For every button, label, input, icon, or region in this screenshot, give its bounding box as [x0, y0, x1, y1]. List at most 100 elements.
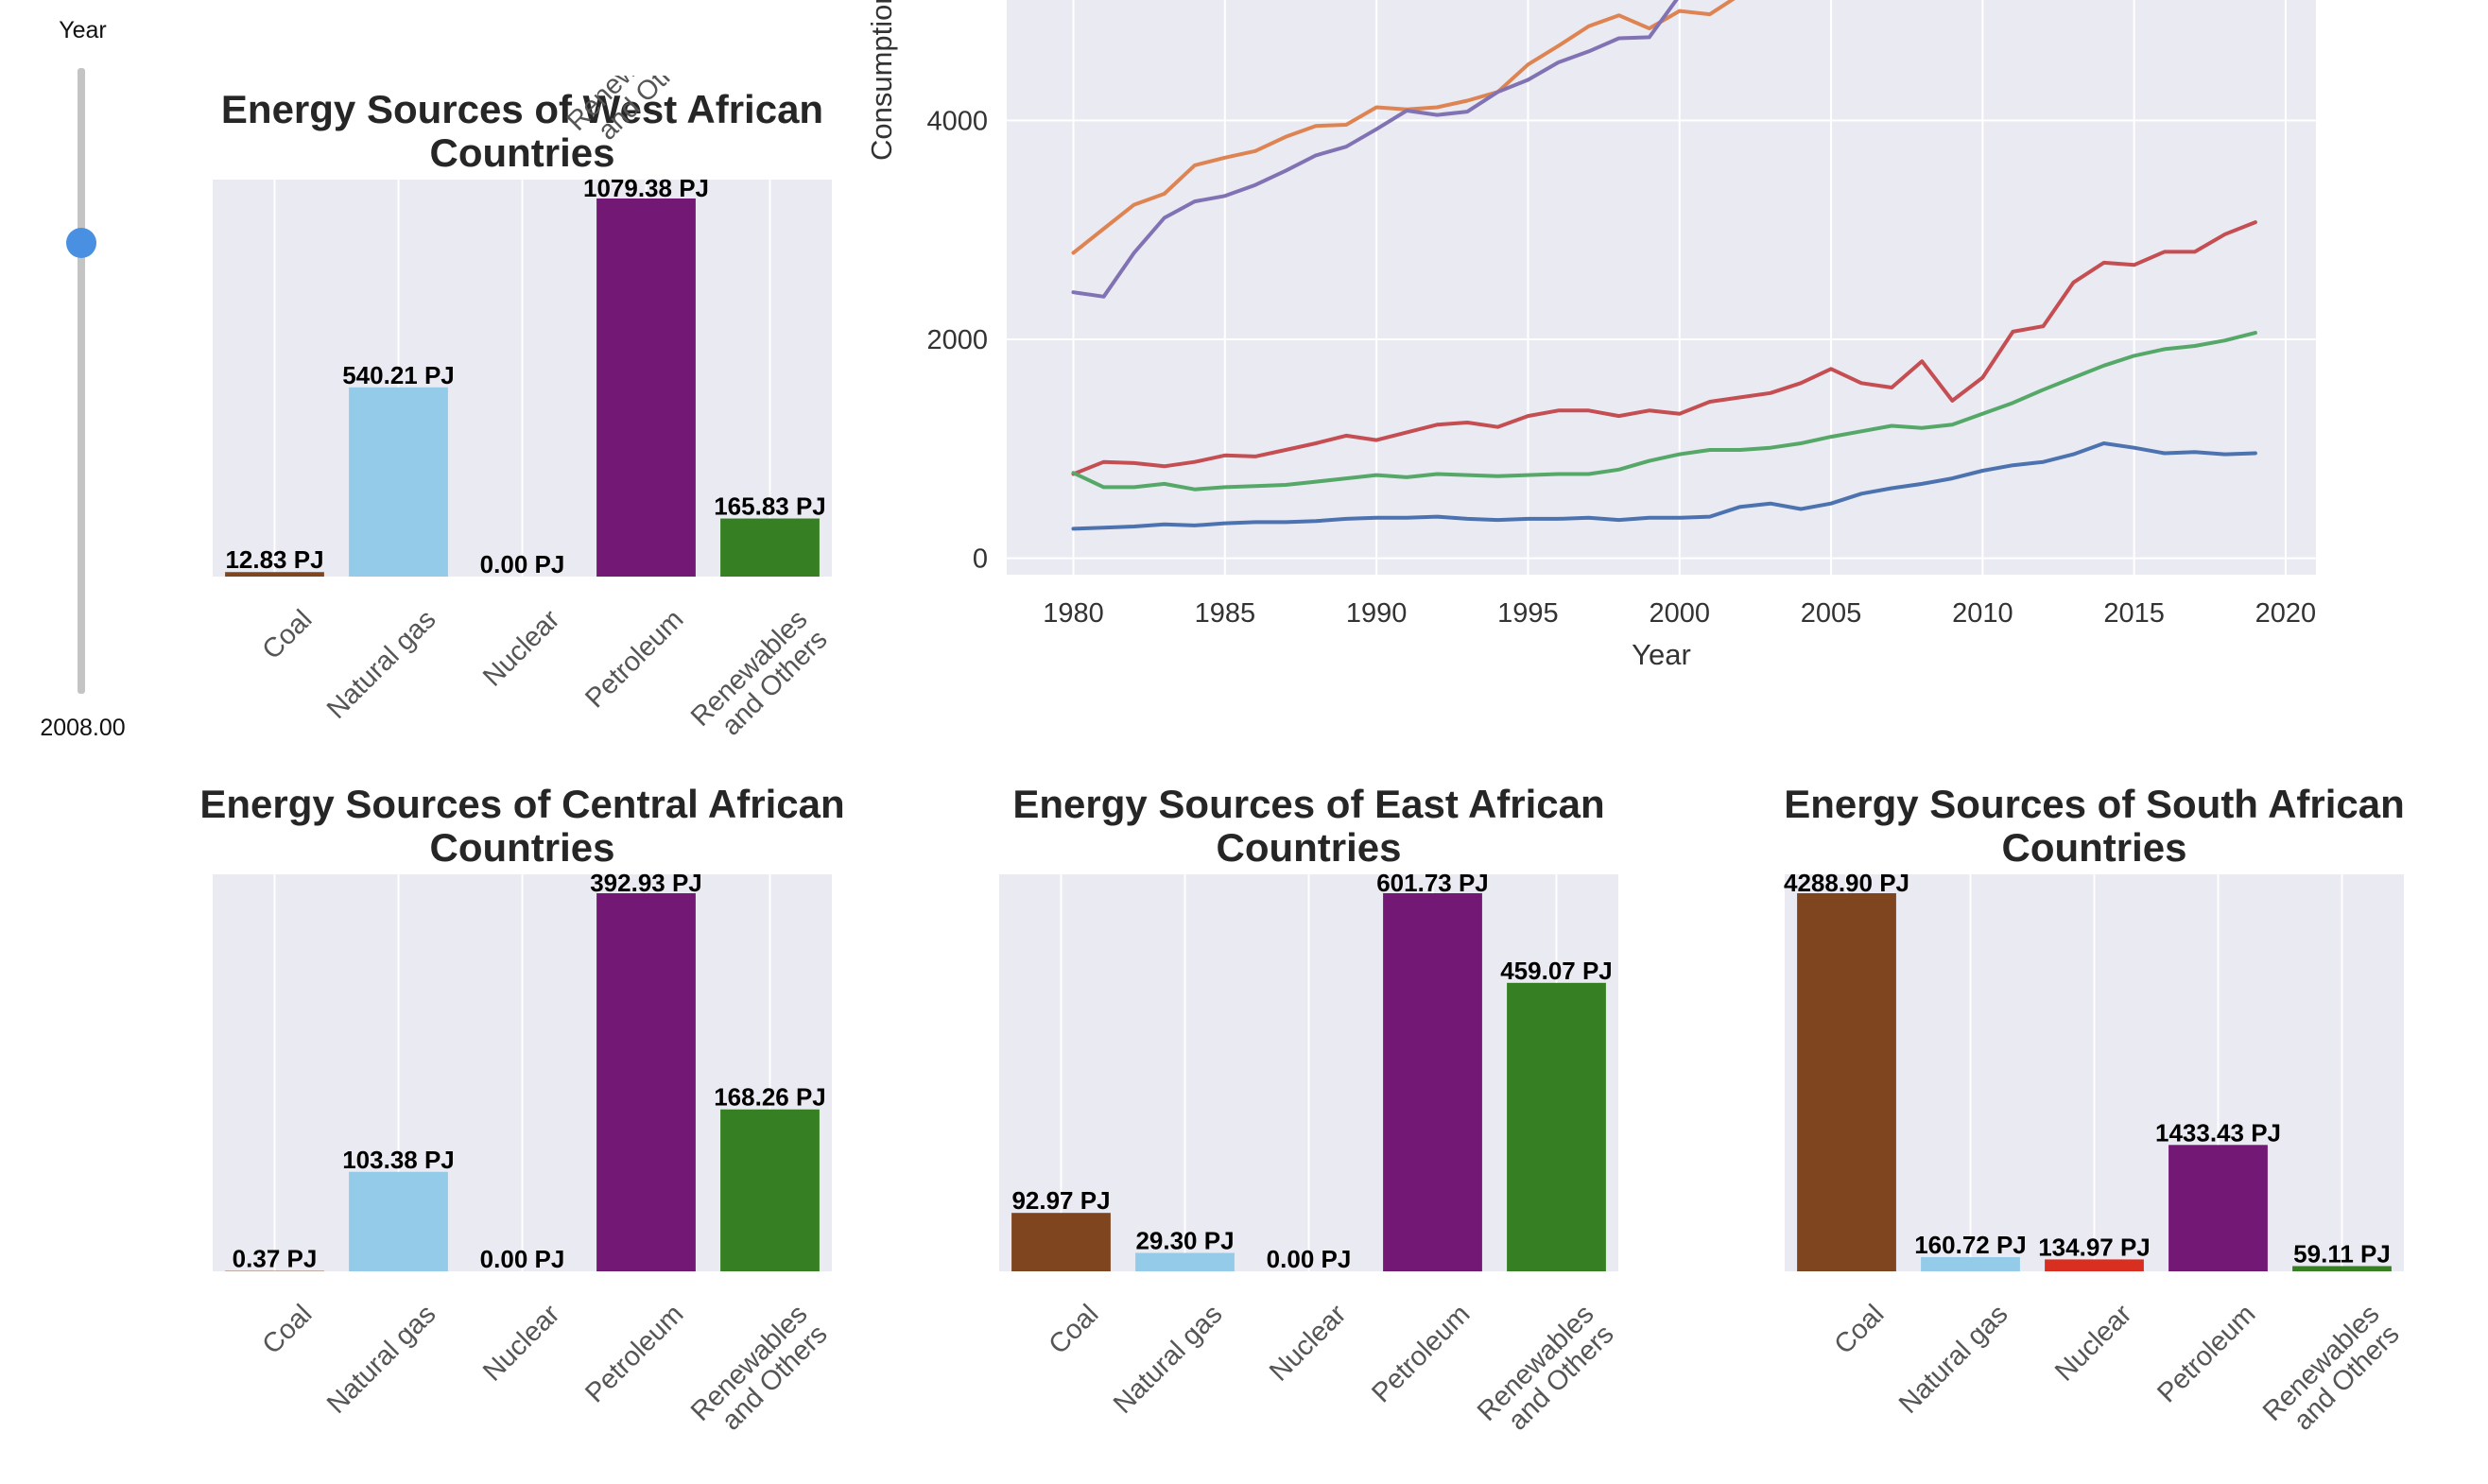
x-tick-label: Nuclear — [477, 604, 566, 693]
bar — [2045, 1259, 2144, 1271]
x-tick-label: Petroleum — [579, 604, 689, 714]
year-slider-handle[interactable] — [66, 228, 96, 259]
bar — [1507, 982, 1606, 1271]
bar-value-label: 12.83 PJ — [225, 545, 323, 574]
bar — [349, 1171, 448, 1271]
bar-value-label: 392.93 PJ — [590, 869, 702, 897]
bar — [2292, 1266, 2392, 1271]
bar-value-label: 29.30 PJ — [1135, 1227, 1234, 1255]
series-group — [1071, 0, 2257, 531]
bar-value-label: 0.00 PJ — [1267, 1245, 1352, 1273]
bar — [1797, 892, 1896, 1271]
y-tick-label: 0 — [973, 544, 988, 575]
x-tick-label: Coal — [1044, 1299, 1105, 1360]
x-tick-label: 2010 — [1952, 598, 2013, 629]
bar — [1921, 1257, 2020, 1271]
x-tick-label: Natural gas — [1893, 1299, 2014, 1420]
x-tick-label: 1985 — [1195, 598, 1256, 629]
chart-title: Countries — [429, 130, 614, 175]
x-tick-label-line: Coal — [257, 604, 319, 665]
bar — [596, 198, 696, 577]
x-tick-label-line: Coal — [1829, 1299, 1891, 1360]
series-line — [1071, 0, 1679, 299]
chart-title: Countries — [1216, 825, 1401, 870]
bar — [596, 893, 696, 1271]
year-slider-label: Year — [59, 17, 107, 43]
y-tick-label: 2000 — [926, 325, 988, 355]
x-tick-label: 2015 — [2103, 598, 2165, 629]
bar — [720, 518, 820, 577]
series-line — [1071, 220, 2257, 476]
bar-value-label: 540.21 PJ — [342, 361, 455, 389]
x-tick-label: Petroleum — [579, 1299, 689, 1408]
x-tick-label-line: Natural gas — [321, 604, 442, 725]
x-tick-label-line: Nuclear — [477, 604, 566, 693]
year-slider[interactable]: Year 2008.00 — [0, 0, 165, 775]
x-tick-label: 1980 — [1043, 598, 1104, 629]
bar-value-label: 160.72 PJ — [1914, 1231, 2027, 1259]
x-tick-label: Coal — [1829, 1299, 1891, 1360]
bar-value-label: 168.26 PJ — [714, 1083, 826, 1112]
x-tick-label-line: Petroleum — [2151, 1299, 2261, 1408]
series-line — [1071, 441, 2257, 531]
series-line — [1071, 331, 2257, 492]
bar-value-label: 4288.90 PJ — [1784, 869, 1909, 897]
bar — [1011, 1213, 1111, 1271]
bar-value-label: 103.38 PJ — [342, 1146, 455, 1174]
bar-value-label: 0.37 PJ — [233, 1245, 318, 1273]
x-tick-label: Nuclear — [1264, 1299, 1353, 1388]
x-tick-label-line: Natural gas — [1893, 1299, 2014, 1420]
chart-title: Energy Sources of Central African — [199, 782, 844, 826]
x-tick-label-line: Nuclear — [2049, 1299, 2138, 1388]
y-axis-label: Consumption — [865, 0, 898, 161]
x-tick-label-line: Coal — [1044, 1299, 1105, 1360]
consumption-line-chart: 1980 1985 1990 1995 2000 2005 2010 2015 2020 0 200… — [865, 0, 2317, 671]
x-tick-label-line: Petroleum — [1366, 1299, 1476, 1408]
bar — [720, 1109, 820, 1271]
year-slider-track[interactable] — [78, 68, 85, 694]
x-tick-label: Natural gas — [321, 604, 442, 725]
bar — [2168, 1145, 2268, 1271]
x-tick-label: Petroleum — [1366, 1299, 1476, 1408]
x-tick-label: Natural gas — [1108, 1299, 1229, 1420]
x-tick-label: Natural gas — [321, 1299, 442, 1420]
x-tick-label-line: Natural gas — [1108, 1299, 1229, 1420]
chart-title: Countries — [2001, 825, 2186, 870]
x-tick-label-line: Coal — [257, 1299, 319, 1360]
x-tick-label: Nuclear — [477, 1299, 566, 1388]
x-tick-label-line: Nuclear — [477, 1299, 566, 1388]
x-tick-label-line: Natural gas — [321, 1299, 442, 1420]
x-tick-label: Coal — [257, 604, 319, 665]
chart-title: Energy Sources of South African — [1784, 782, 2405, 826]
bar-value-label: 459.07 PJ — [1500, 957, 1613, 985]
x-tick-label: Coal — [257, 1299, 319, 1360]
x-tick-label: 2005 — [1801, 598, 1862, 629]
x-tick-label: Petroleum — [2151, 1299, 2261, 1408]
bar-value-label: 165.83 PJ — [714, 492, 826, 521]
bar — [349, 387, 448, 577]
bar-value-label: 1079.38 PJ — [583, 174, 709, 202]
x-tick-label: Nuclear — [2049, 1299, 2138, 1388]
x-tick-label: 2020 — [2255, 598, 2317, 629]
x-tick-label: 1995 — [1497, 598, 1559, 629]
central-africa-bar-chart: Energy Sources of Central AfricanCountri… — [199, 782, 844, 1437]
chart-title: Countries — [429, 825, 614, 870]
south-africa-bar-chart: Energy Sources of South AfricanCountries… — [1784, 782, 2406, 1437]
chart-title: Energy Sources of West African — [221, 87, 823, 131]
bar-value-label: 0.00 PJ — [480, 1245, 565, 1273]
year-slider-value: 2008.00 — [40, 715, 126, 741]
y-tick-label: 4000 — [926, 106, 988, 136]
bar — [225, 572, 324, 577]
west-africa-bar-chart: Energy Sources of West AfricanCountries1… — [213, 76, 834, 742]
bar-value-label: 601.73 PJ — [1376, 869, 1489, 897]
bar — [1383, 892, 1482, 1271]
bar-value-label: 1433.43 PJ — [2155, 1118, 2281, 1147]
x-tick-label: 1990 — [1346, 598, 1408, 629]
x-tick-label-line: Petroleum — [579, 604, 689, 714]
